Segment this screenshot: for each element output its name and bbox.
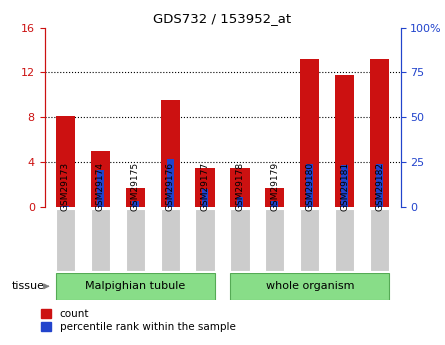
Bar — [125, 188, 145, 207]
Text: GSM29176: GSM29176 — [166, 161, 174, 210]
Text: GSM29173: GSM29173 — [61, 161, 70, 210]
Text: GSM29180: GSM29180 — [305, 161, 314, 210]
Bar — [231, 209, 250, 271]
Text: GSM29175: GSM29175 — [131, 161, 140, 210]
Bar — [231, 273, 389, 300]
Legend: count, percentile rank within the sample: count, percentile rank within the sample — [41, 309, 235, 332]
Bar — [132, 201, 138, 207]
Bar — [195, 168, 214, 207]
Bar — [341, 165, 348, 207]
Bar — [231, 168, 250, 207]
Bar — [265, 188, 284, 207]
Text: GSM29182: GSM29182 — [375, 161, 384, 210]
Text: GSM29181: GSM29181 — [340, 161, 349, 210]
Bar — [125, 209, 145, 271]
Bar — [271, 201, 278, 207]
Bar — [161, 100, 180, 207]
Bar — [195, 209, 214, 271]
Bar — [237, 197, 243, 207]
Bar — [370, 59, 389, 207]
Bar — [202, 189, 208, 207]
Bar — [56, 273, 214, 300]
Bar — [335, 75, 354, 207]
Bar — [300, 59, 320, 207]
Bar — [307, 164, 313, 207]
Text: Malpighian tubule: Malpighian tubule — [85, 282, 186, 291]
Text: GSM29177: GSM29177 — [201, 161, 210, 210]
Bar — [161, 209, 180, 271]
Bar — [167, 159, 174, 207]
Text: GSM29179: GSM29179 — [271, 161, 279, 210]
Bar — [56, 209, 75, 271]
Bar — [265, 209, 284, 271]
Bar — [370, 209, 389, 271]
Bar — [62, 206, 69, 207]
Text: GSM29174: GSM29174 — [96, 161, 105, 210]
Bar — [91, 209, 110, 271]
Bar — [376, 164, 383, 207]
Bar — [91, 151, 110, 207]
Bar — [335, 209, 354, 271]
Text: GSM29178: GSM29178 — [235, 161, 244, 210]
Bar — [97, 170, 104, 207]
Title: GDS732 / 153952_at: GDS732 / 153952_at — [154, 12, 291, 25]
Bar — [300, 209, 320, 271]
Text: whole organism: whole organism — [266, 282, 354, 291]
Text: tissue: tissue — [12, 282, 45, 291]
Bar — [56, 116, 75, 207]
